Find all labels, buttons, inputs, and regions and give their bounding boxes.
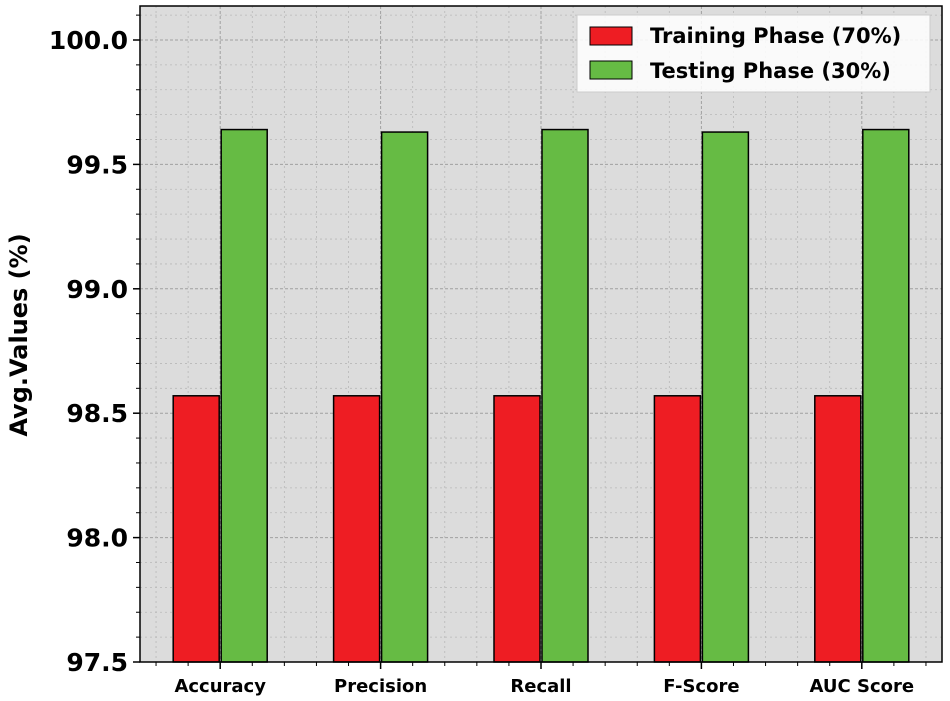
legend-swatch-training (589, 26, 633, 46)
bar-testing (701, 131, 750, 663)
bar-testing (380, 131, 429, 663)
bar-training (332, 395, 381, 663)
bar-testing (220, 128, 268, 663)
x-tick-label: Recall (510, 676, 571, 697)
bar-testing (541, 128, 589, 663)
legend-box (576, 14, 931, 93)
x-tick-label: F-Score (663, 676, 739, 697)
legend-label-training: Training Phase (70%) (650, 24, 901, 48)
bar-training (172, 395, 220, 663)
y-tick-label: 99.5 (66, 150, 128, 179)
x-tick-label: Accuracy (174, 676, 266, 697)
x-tick-label: Precision (334, 676, 427, 697)
bar-training (653, 395, 702, 663)
y-tick-label: 97.5 (66, 648, 128, 677)
legend: Training Phase (70%) Testing Phase (30%) (576, 14, 931, 93)
legend-label-testing: Testing Phase (30%) (650, 59, 891, 83)
bar-testing (862, 128, 910, 663)
x-tick-label: AUC Score (810, 676, 915, 697)
y-tick-label: 99.0 (66, 275, 128, 304)
axes: 97.5 98.0 98.5 99.0 99.5 100.0 Accuracy Precisi… (49, 14, 927, 697)
y-axis-label: Avg.Values (%) (5, 233, 33, 436)
legend-swatch-testing (589, 60, 633, 80)
y-tick-label: 98.5 (66, 399, 128, 428)
bars (172, 128, 910, 663)
bar-training (814, 395, 862, 663)
y-tick-label: 98.0 (66, 524, 128, 553)
y-tick-label: 100.0 (49, 26, 128, 55)
bar-training (493, 395, 541, 663)
